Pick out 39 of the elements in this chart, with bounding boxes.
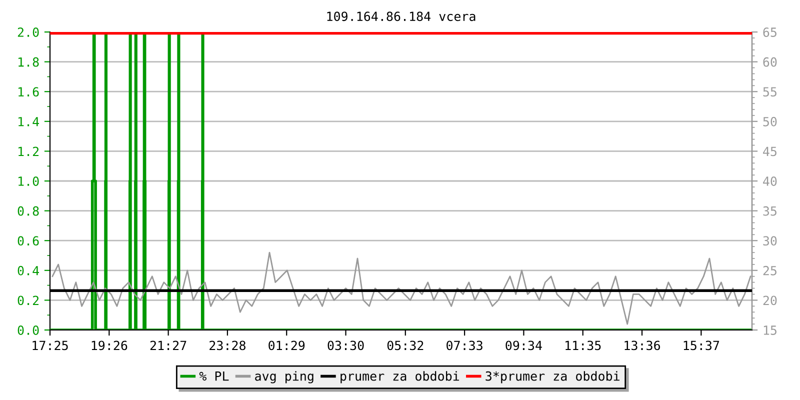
legend-label: prumer za obdobi	[340, 371, 460, 384]
y2-tick-label: 65	[763, 28, 776, 37]
y-tick-label: 0.0	[18, 326, 39, 335]
y2-tick-label: 45	[763, 146, 776, 156]
y-tick-label: 1.8	[18, 57, 39, 67]
legend-label: 3*prumer za obdobi	[486, 371, 620, 384]
legend-label: % PL	[199, 372, 229, 381]
x-tick-label: 01:29	[268, 340, 305, 350]
y2-tick-label: 30	[763, 236, 777, 246]
chart-title: 109.164.86.184 vcera	[327, 12, 476, 22]
y2-tick-label: 50	[763, 116, 777, 126]
x-tick-label: 07:33	[446, 340, 482, 350]
y2-tick-label: 20	[763, 296, 777, 306]
y2-tick-label: 55	[763, 87, 776, 97]
y-tick-label: 0.8	[18, 206, 39, 216]
y-tick-label: 1.2	[18, 146, 39, 156]
y-tick-label: 2.0	[18, 28, 39, 37]
y-tick-label: 0.2	[18, 296, 39, 306]
x-tick-label: 03:30	[328, 340, 364, 350]
x-tick-label: 15:37	[684, 340, 720, 350]
y-tick-label: 1.0	[18, 176, 39, 186]
x-tick-label: 05:32	[387, 340, 424, 350]
y2-tick-label: 15	[764, 326, 776, 335]
y2-tick-label: 35	[763, 206, 776, 216]
x-tick-label: 19:26	[92, 340, 128, 350]
x-tick-label: 21:27	[150, 340, 186, 350]
y-tick-label: 1.6	[18, 87, 39, 97]
x-tick-label: 13:36	[624, 340, 660, 350]
y-tick-label: 0.6	[18, 236, 39, 246]
y2-tick-label: 25	[763, 266, 776, 276]
y-tick-label: 1.4	[18, 117, 39, 126]
x-tick-label: 17:25	[32, 340, 68, 350]
y-tick-label: 0.4	[18, 266, 39, 276]
x-tick-label: 09:34	[506, 340, 542, 350]
x-tick-label: 11:35	[566, 340, 601, 350]
legend-label: avg ping	[255, 371, 314, 384]
x-tick-label: 23:28	[210, 340, 246, 350]
y2-tick-label: 60	[763, 57, 777, 67]
y2-tick-label: 40	[763, 176, 777, 186]
